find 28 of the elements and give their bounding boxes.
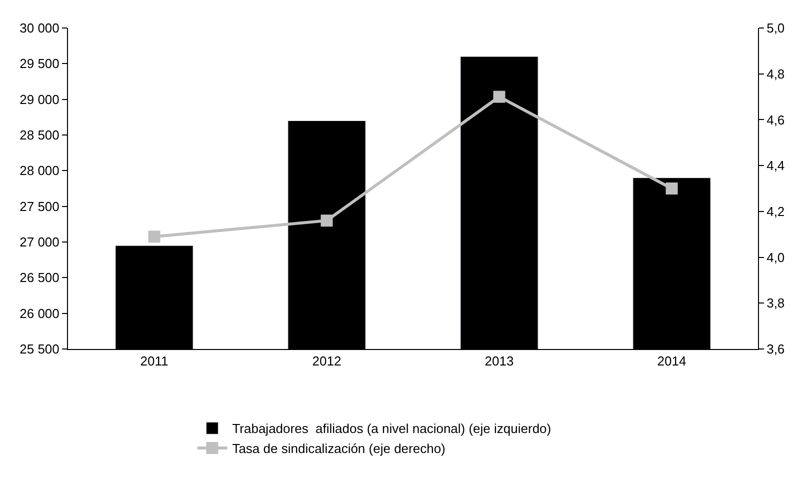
y-tick-label: 25 500 (20, 342, 60, 357)
y-tick-label: 27 000 (20, 234, 60, 250)
y-tick-label: 26 500 (20, 270, 60, 286)
legend-label: Tasa de sindicalización (eje derecho) (232, 441, 446, 456)
x-tick-label: 2011 (140, 354, 168, 369)
y2-tick-label: 3,8 (766, 296, 785, 311)
y-tick-label: 29 500 (20, 56, 60, 72)
x-tick-label: 2013 (484, 354, 514, 369)
point (320, 214, 333, 227)
y-tick-label: 27 500 (20, 198, 60, 214)
y2-tick-label: 3,6 (766, 342, 785, 357)
y-tick-label: 26 000 (20, 306, 60, 321)
point (148, 230, 160, 243)
y-tick-label: 30 000 (20, 20, 60, 36)
y2-tick-label: 4,2 (766, 204, 785, 219)
y-tick-label: 28 000 (20, 163, 60, 178)
x-tick-label: 2012 (312, 354, 342, 369)
y2-tick-label: 4,4 (766, 158, 785, 174)
y-tick-label: 29 000 (20, 92, 60, 107)
y-tick-label: 28 500 (20, 128, 60, 143)
y2-tick-label: 5,0 (766, 20, 785, 36)
point (666, 182, 678, 194)
y2-tick-label: 4,8 (766, 66, 785, 82)
y2-tick-label: 4,6 (766, 112, 785, 128)
x-tick-label: 2014 (657, 354, 686, 369)
y2-tick-label: 4,0 (766, 250, 785, 265)
legend-label: Trabajadores afiliados (a nivel nacional) (eje izquierdo) (232, 421, 552, 436)
point (493, 90, 506, 103)
